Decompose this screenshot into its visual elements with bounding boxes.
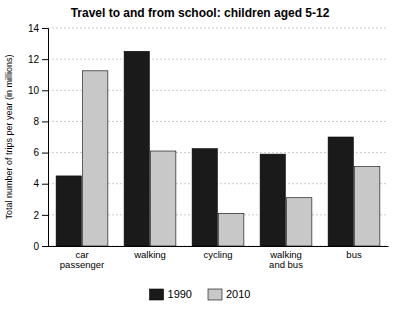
- bar: [151, 151, 176, 246]
- legend-label: 2010: [226, 288, 250, 300]
- bar: [124, 51, 149, 246]
- bar: [287, 198, 312, 246]
- x-axis: carpassengerwalkingcyclingwalkingand bus…: [49, 246, 389, 270]
- grid-line: [48, 59, 388, 60]
- tick-label: walking: [133, 249, 166, 260]
- y-axis-title: Total number of trips per year (in milli…: [4, 54, 14, 219]
- tick: 14: [28, 23, 48, 34]
- legend: 1990 2010: [150, 288, 251, 300]
- tick-label: 8: [33, 116, 39, 127]
- tick-mark: [42, 246, 48, 247]
- tick-label: carpassenger: [60, 249, 104, 270]
- tick: 6: [33, 147, 48, 158]
- bar: [260, 154, 285, 246]
- bar: [219, 213, 244, 246]
- chart: 0 2 4 6 8 10 12 14 carpassenger walking cycling wal…: [0, 0, 400, 320]
- bars: [56, 51, 380, 246]
- tick-mark: [42, 215, 48, 216]
- tick-label-line: and bus: [269, 259, 303, 270]
- tick-label: 14: [28, 23, 40, 34]
- plot: 0 2 4 6 8 10 12 14 carpassenger walking cycling wal…: [28, 23, 389, 270]
- tick-label-line: bus: [346, 249, 362, 260]
- legend-swatch: [208, 289, 222, 300]
- tick-label: bus: [346, 249, 362, 260]
- series: [56, 51, 353, 246]
- axis-line: [42, 29, 49, 247]
- bar: [192, 149, 217, 246]
- legend-label: 1990: [168, 288, 192, 300]
- tick-label-line: walking: [133, 249, 166, 260]
- tick-label-line: walking: [269, 249, 302, 260]
- tick: walkingand bus: [269, 246, 303, 270]
- tick-label: 2: [33, 210, 39, 221]
- tick: 4: [33, 178, 48, 189]
- tick-label: 4: [33, 178, 39, 189]
- tick: walking: [133, 246, 166, 260]
- bar: [328, 137, 353, 246]
- legend-item: 1990: [150, 288, 192, 300]
- tick-label: walkingand bus: [269, 249, 303, 270]
- tick-label: 6: [33, 147, 39, 158]
- tick-label-line: passenger: [60, 259, 104, 270]
- tick: 2: [33, 210, 48, 221]
- axis-line: [49, 246, 389, 247]
- tick: carpassenger: [60, 246, 104, 270]
- tick: 0: [33, 241, 48, 252]
- bar: [355, 167, 380, 246]
- series: [83, 71, 380, 246]
- tick-label-line: car: [75, 249, 88, 260]
- tick-mark: [42, 28, 48, 29]
- tick-label: cycling: [203, 249, 232, 260]
- bar: [83, 71, 108, 246]
- grid: [48, 28, 388, 246]
- tick: 12: [28, 54, 48, 65]
- tick-label: 0: [33, 241, 39, 252]
- tick: bus: [346, 246, 362, 260]
- tick-mark: [42, 153, 48, 154]
- tick-label: 10: [28, 85, 40, 96]
- bar: [56, 176, 81, 246]
- title: Travel to and from school: children aged…: [71, 6, 330, 20]
- tick-mark: [42, 184, 48, 185]
- tick: 10: [28, 85, 48, 96]
- legend-item: 2010: [208, 288, 250, 300]
- tick: 8: [33, 116, 48, 127]
- grid-line: [48, 28, 388, 29]
- tick-mark: [42, 121, 48, 122]
- tick-mark: [42, 90, 48, 91]
- tick-label: 12: [28, 54, 40, 65]
- tick-mark: [42, 59, 48, 60]
- legend-swatch: [150, 289, 164, 300]
- tick: cycling: [203, 246, 232, 260]
- tick-label-line: cycling: [203, 249, 232, 260]
- y-axis: 0 2 4 6 8 10 12 14: [28, 23, 49, 252]
